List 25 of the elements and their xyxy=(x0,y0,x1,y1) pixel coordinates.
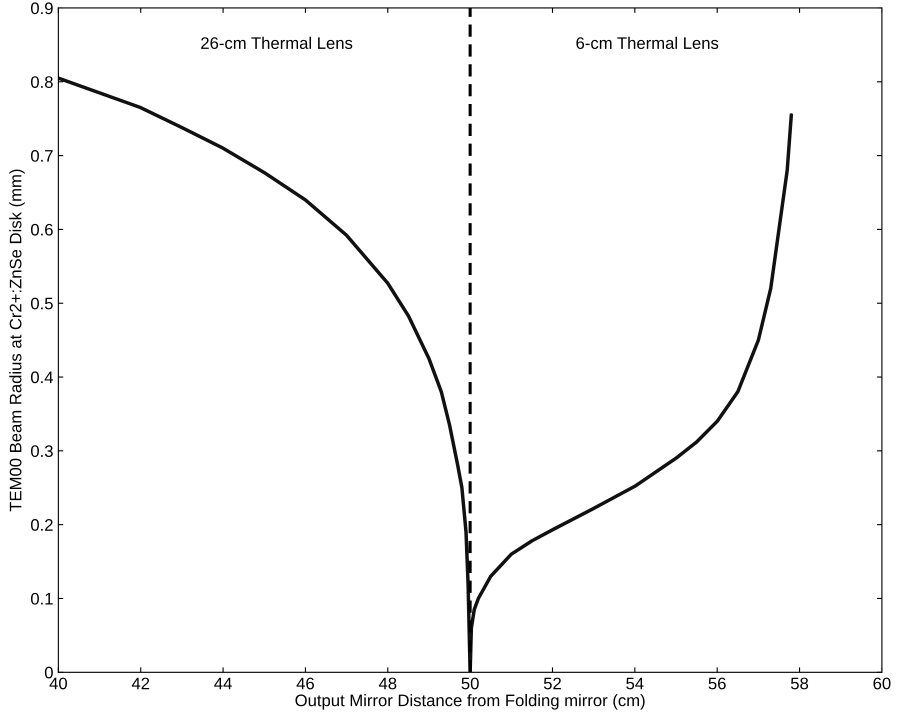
annotation: 6-cm Thermal Lens xyxy=(576,36,718,49)
y-tick-label: 0.3 xyxy=(30,445,53,458)
x-axis-title: Output Mirror Distance from Folding mirror (cm) xyxy=(295,694,645,710)
x-tick-label: 52 xyxy=(544,678,561,690)
x-tick-label: 42 xyxy=(132,678,150,690)
x-tick-label: 58 xyxy=(790,678,808,690)
y-tick-label: 0.5 xyxy=(30,298,53,310)
y-axis-title: TEM00 Beam Radius at Cr2+:ZnSe Disk (mm) xyxy=(9,170,25,512)
x-tick-label: 46 xyxy=(296,678,314,690)
annotation: 26-cm Thermal Lens xyxy=(201,36,352,49)
x-tick-label: 60 xyxy=(873,678,891,690)
y-tick-label: 0 xyxy=(44,666,53,678)
y-tick-label: 0.2 xyxy=(30,519,53,531)
y-tick-label: 0.9 xyxy=(30,2,53,14)
x-tick-label: 48 xyxy=(378,678,396,690)
y-tick-label: 0.1 xyxy=(30,592,53,605)
x-tick-label: 56 xyxy=(708,678,726,690)
y-tick-label: 0.4 xyxy=(30,371,54,384)
y-tick-label: 0.7 xyxy=(30,150,53,162)
x-tick-label: 54 xyxy=(626,678,644,690)
y-tick-label: 0.8 xyxy=(30,76,53,88)
y-tick-label: 0.6 xyxy=(30,224,53,236)
x-tick-label: 40 xyxy=(49,678,67,690)
x-tick-label: 44 xyxy=(214,678,232,690)
x-tick-label: 50 xyxy=(462,678,479,690)
